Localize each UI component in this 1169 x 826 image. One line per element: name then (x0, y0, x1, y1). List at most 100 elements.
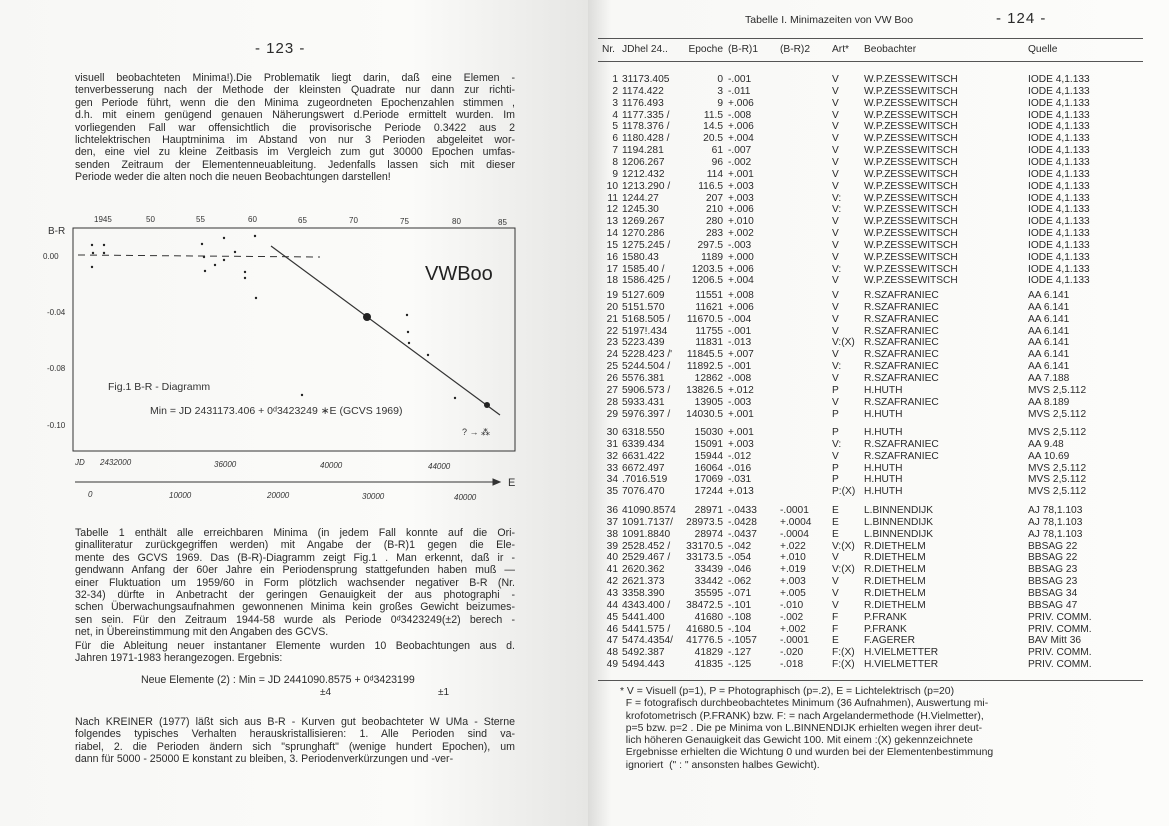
epoche-cell: 17244 (694, 486, 723, 498)
paragraph-table-discussion: Tabelle 1 enthält alle erreichbaren Mini… (75, 527, 515, 639)
source-cell: AJ 78,1.103 (1028, 505, 1083, 516)
jd-cell: 5474.4354/ (622, 635, 673, 647)
br1-cell: +.000 (728, 251, 754, 263)
data-point (222, 258, 226, 262)
nr-cell: 9 (612, 168, 618, 180)
art-cell: V:(X) (832, 540, 855, 552)
art-cell: P:(X) (832, 486, 856, 498)
source-cell: IODE 4,1.133 (1028, 121, 1090, 133)
nr-cell: 19 (606, 290, 618, 301)
jd-cell: 1244.27 (622, 192, 659, 204)
nr-cell: 12 (606, 204, 618, 216)
epoche-cell: 17069 (694, 474, 723, 486)
jd-cell: 6339.434 (622, 438, 665, 450)
jd-cell: 2620.362 (622, 564, 665, 576)
page-number: - 124 - (996, 10, 1047, 27)
epoche-cell: 297.5 (697, 239, 724, 251)
observer-cell: H.HUTH (864, 474, 903, 486)
br1-cell: +.001 (728, 408, 754, 420)
table-row: 22 5197!.434 11755 -.001 V R.SZAFRANIEC AA 6.1… (588, 326, 1169, 338)
art-cell: E (832, 528, 839, 540)
formula-error: ±4 (320, 687, 332, 698)
br2-cell: -.0001 (780, 635, 809, 647)
art-cell: V (832, 168, 839, 180)
br1-cell: +.002 (728, 228, 754, 240)
text-line: sen sein. Für den Zeitraum 1944-58 wurde… (75, 613, 515, 626)
text-line: mente des GCVS 1969. Das (B-R)-Diagramm … (75, 551, 515, 564)
epoche-cell: 11755 (695, 325, 723, 337)
source-cell: AA 6.141 (1028, 301, 1070, 313)
jd-cell: 1275.245 / (622, 239, 671, 251)
y-tick-label: -0.08 (47, 364, 66, 373)
data-point (202, 255, 206, 259)
table-row: 45 5441.400 41680 -.108 -.002 F P.FRANK PRIV. C… (588, 612, 1169, 624)
paragraph-intro: visuell beobachteten Minima!).Die Proble… (75, 72, 515, 184)
page-number: - 123 - (255, 40, 306, 57)
art-cell: V (832, 349, 839, 361)
year-tick: 85 (498, 218, 507, 227)
br1-cell: -.0433 (728, 505, 757, 516)
observer-cell: H.HUTH (864, 462, 903, 474)
observer-cell: R.SZAFRANIEC (864, 450, 939, 462)
epoche-cell: 28974 (694, 528, 723, 540)
epoche-cell: 33170.5 (686, 540, 723, 552)
br1-cell: -.013 (728, 337, 752, 349)
table-row: 3 1176.493 9 +.006 V W.P.ZESSEWITSCH IODE 4,1.… (588, 98, 1169, 110)
column-header: (B-R)1 (728, 44, 758, 55)
source-cell: AJ 78,1.103 (1028, 528, 1083, 540)
footnote-line: Ergebnisse erhielten die Wichtung 0 und … (620, 747, 994, 759)
jd-tick: 2432000 (99, 458, 132, 467)
observer-cell: R.DIETHELM (864, 576, 926, 588)
art-cell: V (832, 121, 839, 133)
table-row: 30 6318.550 15030 +.001 P H.HUTH MVS 2,5.112 (588, 427, 1169, 439)
text-line: tenverbesserung nach der Methode der kle… (75, 84, 515, 97)
table-row: 19 5127.609 11551 +.008 V R.SZAFRANIEC AA 6.14… (588, 290, 1169, 302)
jd-cell: 2529.467 / (622, 552, 671, 564)
source-cell: AA 6.141 (1028, 290, 1070, 301)
jd-cell: 5228.423 /' (622, 349, 673, 361)
br1-cell: -.046 (728, 564, 752, 576)
art-cell: V (832, 450, 839, 462)
observer-cell: W.P.ZESSEWITSCH (864, 216, 958, 228)
observer-cell: R.SZAFRANIEC (864, 313, 939, 325)
epoche-cell: 283 (706, 228, 723, 240)
br1-cell: -.1057 (728, 635, 757, 647)
table-row: 32 6631.422 15944 -.012 V R.SZAFRANIEC AA 10.6… (588, 451, 1169, 463)
column-header: Art* (832, 44, 849, 55)
br1-cell: -.127 (728, 647, 752, 659)
observer-cell: H.HUTH (864, 427, 903, 438)
jd-cell: 1270.286 (622, 228, 665, 240)
br1-cell: +.003 (728, 438, 754, 450)
epoche-cell: 207 (706, 192, 723, 204)
text-line: dann für 5000 - 25000 E konstant zu blei… (75, 753, 454, 766)
source-cell: AJ 78,1.103 (1028, 516, 1083, 528)
table-row: 14 1270.286 283 +.002 V W.P.ZESSEWITSCH IODE 4… (588, 228, 1169, 240)
jd-cell: 5197!.434 (622, 325, 668, 337)
table-row: 38 1091.8840 28974 -.0437 -.0004 E L.BINNENDIJ… (588, 529, 1169, 541)
epoche-cell: 16064 (694, 462, 723, 474)
art-cell: V: (832, 192, 842, 204)
table-row: 28 5933.431 13905 -.003 V R.SZAFRANIEC AA 8.18… (588, 397, 1169, 409)
br2-cell: -.0001 (780, 505, 809, 516)
br1-cell: -.101 (728, 599, 752, 611)
table-row: 33 6672.497 16064 -.016 P H.HUTH MVS 2,5.112 (588, 463, 1169, 475)
table-row: 35 7076.470 17244 +.013 P:(X) H.HUTH MVS 2,5.1… (588, 486, 1169, 498)
nr-cell: 22 (606, 325, 618, 337)
art-cell: V (832, 275, 839, 287)
table-row: 44 4343.400 / 38472.5 -.101 -.010 V R.DIETHELM… (588, 600, 1169, 612)
epoche-cell: 15091 (694, 438, 723, 450)
epoche-cell: 11892.5 (686, 361, 723, 373)
art-cell: V (832, 372, 839, 384)
jd-cell: 1180.428 / (622, 133, 670, 145)
observer-cell: H.HUTH (864, 384, 903, 396)
art-cell: V (832, 216, 839, 228)
art-cell: V (832, 239, 839, 251)
nr-cell: 30 (606, 427, 618, 438)
nr-cell: 17 (606, 263, 618, 275)
table-row: 5 1178.376 / 14.5 +.006 V W.P.ZESSEWITSCH IODE… (588, 121, 1169, 133)
nr-cell: 43 (606, 587, 618, 599)
art-cell: V (832, 109, 839, 121)
source-cell: BBSAG 34 (1028, 587, 1078, 599)
jd-tick: 40000 (320, 461, 343, 470)
text-line: 32-34) dürfte in Anbetracht der geringen… (75, 588, 515, 601)
